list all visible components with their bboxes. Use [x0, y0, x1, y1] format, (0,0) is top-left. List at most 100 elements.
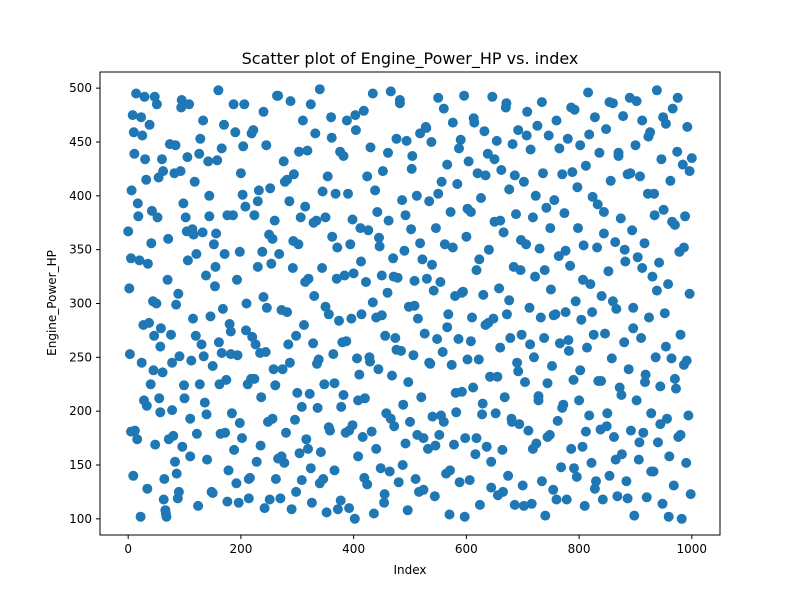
data-point — [128, 470, 139, 481]
data-point — [282, 174, 293, 185]
data-point — [482, 148, 493, 159]
data-point — [504, 295, 515, 306]
data-point — [460, 433, 471, 444]
data-point — [286, 504, 297, 515]
data-point — [329, 465, 340, 476]
data-point — [260, 347, 271, 357]
data-point — [234, 246, 245, 257]
data-point — [501, 98, 512, 109]
data-point — [323, 422, 334, 433]
data-point — [330, 188, 341, 199]
data-point — [644, 312, 654, 323]
data-point — [557, 402, 568, 413]
data-point — [651, 85, 662, 96]
data-point — [295, 212, 306, 223]
data-point — [385, 413, 396, 424]
data-point — [390, 333, 401, 343]
x-axis-label: Index — [393, 563, 426, 577]
data-point — [304, 388, 315, 399]
data-point — [646, 408, 657, 419]
data-point — [123, 226, 134, 237]
data-point — [664, 451, 675, 462]
data-point — [634, 437, 645, 448]
x-tick-label: 200 — [229, 542, 252, 556]
data-point — [300, 201, 311, 212]
data-point — [393, 477, 404, 488]
data-point — [255, 440, 266, 451]
data-point — [604, 470, 615, 481]
data-point — [317, 263, 328, 273]
data-point — [315, 447, 326, 458]
data-point — [637, 115, 648, 126]
data-point — [182, 152, 193, 163]
data-point — [211, 228, 222, 239]
data-point — [362, 171, 373, 182]
data-point — [667, 103, 678, 114]
data-point — [367, 297, 378, 308]
data-point — [654, 257, 665, 268]
data-point — [443, 309, 454, 320]
data-point — [250, 339, 261, 350]
data-point — [655, 419, 666, 430]
data-point — [625, 168, 636, 179]
data-point — [447, 117, 458, 128]
data-point — [388, 253, 399, 264]
data-point — [536, 97, 547, 108]
data-point — [264, 494, 275, 505]
data-point — [193, 500, 204, 511]
data-point — [132, 198, 143, 209]
data-point — [516, 329, 527, 340]
data-point — [403, 377, 414, 388]
data-point — [146, 238, 157, 249]
data-point — [387, 370, 397, 381]
data-point — [294, 146, 304, 157]
data-point — [577, 441, 588, 452]
data-point — [639, 238, 650, 249]
data-point — [284, 196, 295, 207]
data-point — [310, 128, 321, 139]
data-point — [486, 482, 497, 493]
data-point — [202, 454, 213, 465]
data-point — [296, 401, 307, 412]
data-point — [266, 258, 277, 269]
data-point — [306, 497, 317, 508]
data-point — [196, 339, 207, 350]
data-point — [515, 265, 526, 276]
data-point — [168, 430, 179, 441]
data-point — [559, 208, 570, 219]
data-point — [525, 339, 536, 350]
data-point — [400, 210, 411, 221]
data-point — [329, 378, 340, 389]
data-point — [421, 123, 432, 133]
data-point — [588, 329, 599, 340]
data-point — [180, 212, 191, 223]
data-point — [557, 169, 568, 180]
data-point — [621, 476, 632, 487]
data-point — [637, 263, 648, 273]
data-point — [503, 470, 514, 481]
data-point — [578, 240, 589, 251]
data-point — [529, 352, 539, 363]
data-point — [278, 156, 289, 167]
data-point — [347, 214, 358, 225]
data-point — [249, 210, 260, 221]
data-point — [212, 155, 223, 166]
data-point — [628, 302, 639, 313]
data-point — [144, 119, 155, 130]
data-point — [638, 427, 649, 438]
data-point — [487, 91, 498, 102]
data-point — [195, 133, 206, 144]
data-point — [686, 153, 697, 164]
data-point — [649, 210, 660, 221]
data-point — [471, 433, 482, 444]
data-point — [569, 463, 579, 474]
data-point — [301, 434, 312, 445]
data-point — [284, 357, 295, 368]
data-point — [376, 310, 387, 321]
data-point — [356, 309, 367, 320]
data-point — [253, 185, 264, 196]
data-point — [635, 171, 645, 182]
data-point — [208, 239, 219, 250]
data-point — [573, 223, 583, 234]
data-point — [566, 102, 577, 113]
